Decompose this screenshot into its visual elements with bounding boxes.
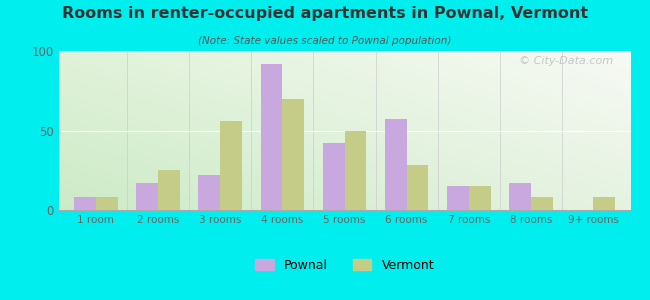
Bar (447, 186, 469, 210)
Bar (220, 121, 242, 210)
Bar (158, 170, 180, 210)
Bar (509, 183, 531, 210)
Legend: Pownal, Vermont: Pownal, Vermont (250, 254, 439, 277)
Text: (Note: State values scaled to Pownal population): (Note: State values scaled to Pownal pop… (198, 36, 452, 46)
Bar (407, 166, 428, 210)
Bar (282, 99, 304, 210)
Bar (74, 197, 96, 210)
Text: Rooms in renter-occupied apartments in Pownal, Vermont: Rooms in renter-occupied apartments in P… (62, 6, 588, 21)
Bar (198, 175, 220, 210)
Bar (96, 197, 118, 210)
Text: © City-Data.com: © City-Data.com (519, 56, 614, 66)
Bar (469, 186, 491, 210)
Bar (261, 64, 282, 210)
Bar (323, 143, 345, 210)
Bar (385, 119, 407, 210)
Bar (344, 130, 366, 210)
Bar (593, 197, 615, 210)
Bar (531, 197, 552, 210)
Bar (136, 183, 158, 210)
